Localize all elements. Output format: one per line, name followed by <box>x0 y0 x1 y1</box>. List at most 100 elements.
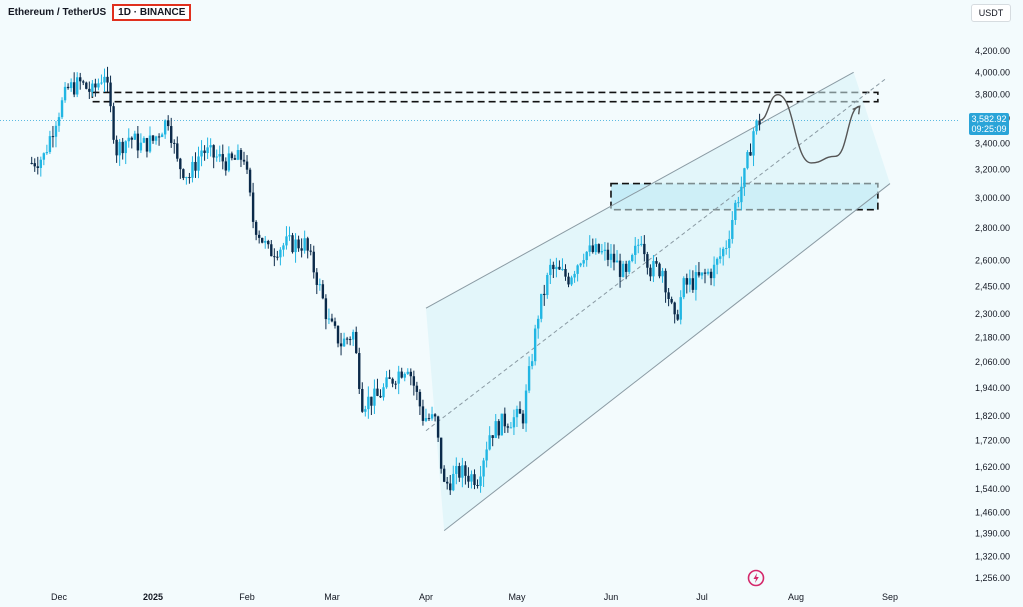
candle <box>618 253 622 288</box>
candle-body <box>667 292 670 299</box>
candle-body <box>154 136 158 141</box>
candle <box>758 113 761 131</box>
candle-body <box>133 133 137 140</box>
candle <box>609 244 613 268</box>
candle-body <box>491 435 494 438</box>
candle <box>57 112 61 132</box>
candle-body <box>612 253 616 263</box>
candle <box>257 230 261 244</box>
candle-body <box>658 263 661 277</box>
candle-body <box>318 284 322 286</box>
timeframe-exchange[interactable]: 1D · BINANCE <box>112 4 192 21</box>
candle-body <box>382 387 385 398</box>
candle <box>151 134 155 144</box>
candle <box>412 370 416 396</box>
candle-body <box>694 272 698 290</box>
candle <box>506 423 510 433</box>
candle-body <box>127 137 130 142</box>
candle <box>667 287 670 307</box>
candle <box>591 238 594 254</box>
candle-body <box>309 250 312 252</box>
candle-body <box>173 142 176 144</box>
time-tick-label: 2025 <box>143 592 163 602</box>
candle <box>479 465 482 493</box>
candle-body <box>570 277 573 285</box>
candle <box>124 140 127 165</box>
candle-body <box>479 476 482 486</box>
time-tick-label: Apr <box>419 592 433 602</box>
candle-body <box>746 152 749 169</box>
candle-body <box>664 270 667 293</box>
candle-body <box>236 150 240 160</box>
candle-body <box>597 244 601 253</box>
candle-body <box>731 220 734 239</box>
candle <box>576 264 579 282</box>
candle-body <box>388 377 391 379</box>
candle-body <box>264 240 267 243</box>
candle-body <box>503 413 507 427</box>
candle-body <box>691 278 695 290</box>
candle <box>394 380 397 390</box>
candle-body <box>424 418 428 421</box>
candle-body <box>57 117 61 126</box>
candle <box>725 240 728 255</box>
time-tick-label: Jun <box>604 592 619 602</box>
candle <box>700 272 704 280</box>
symbol-pair[interactable]: Ethereum / TetherUS <box>8 7 107 18</box>
tradingview-logo-icon[interactable] <box>747 569 765 587</box>
currency-label[interactable]: USDT <box>971 4 1011 22</box>
candle-body <box>157 136 161 138</box>
candle <box>670 296 673 305</box>
candle <box>315 268 318 295</box>
price-tick-label: 3,200.00 <box>975 165 1010 175</box>
candle-body <box>573 273 576 278</box>
candle <box>88 81 91 99</box>
candle-body <box>582 260 585 264</box>
symbol-header: Ethereum / TetherUS 1D · BINANCE <box>8 4 192 21</box>
candle-body <box>355 331 358 354</box>
candle-body <box>79 77 82 82</box>
candle <box>276 250 279 261</box>
candle <box>715 257 719 275</box>
candle-body <box>709 271 713 279</box>
candle <box>685 273 688 294</box>
candle-body <box>273 256 276 258</box>
candle-body <box>170 126 173 143</box>
candle <box>236 144 240 161</box>
candle-body <box>446 481 449 484</box>
candle <box>179 157 182 179</box>
candle-body <box>276 256 279 258</box>
candle-body <box>233 158 237 160</box>
candle <box>185 176 188 185</box>
price-tick-label: 1,940.00 <box>975 383 1010 393</box>
candle-body <box>245 161 249 170</box>
candle-body <box>297 239 300 249</box>
price-tick-label: 2,180.00 <box>975 332 1010 342</box>
candle-body <box>221 154 224 162</box>
candle-body <box>130 137 133 140</box>
candle-body <box>300 248 303 251</box>
candle <box>533 324 537 366</box>
candle-body <box>385 377 388 388</box>
candle <box>567 272 570 288</box>
candle-body <box>142 138 146 143</box>
candle-body <box>530 361 534 367</box>
candle <box>427 413 431 422</box>
candle <box>518 401 522 414</box>
candle-body <box>197 156 200 171</box>
candle-body <box>409 371 413 377</box>
candle <box>106 66 109 93</box>
candle <box>270 240 273 257</box>
price-tick-label: 2,060.00 <box>975 357 1010 367</box>
candle-body <box>279 249 282 258</box>
candle-body <box>494 421 497 438</box>
candle-body <box>624 263 628 272</box>
candle <box>154 135 158 145</box>
candle <box>543 284 546 306</box>
candle-body <box>464 465 467 476</box>
candle-body <box>370 396 373 406</box>
candle <box>603 242 607 261</box>
candle <box>418 389 422 415</box>
